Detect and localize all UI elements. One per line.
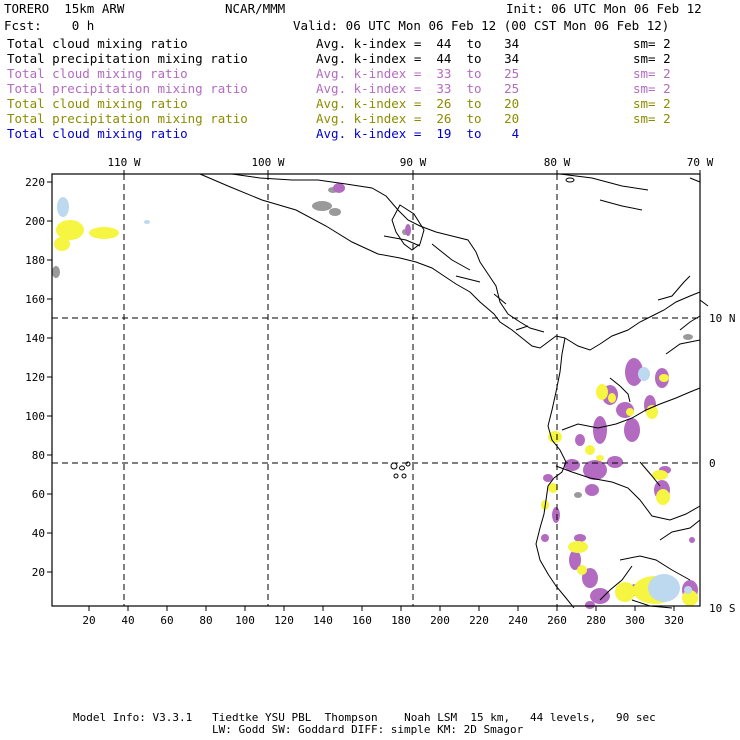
legend-kindex: Avg. k-index = 33 to 25 <box>316 81 520 96</box>
y-tick-label: 200 <box>25 215 45 228</box>
x-tick-label: 120 <box>274 614 294 627</box>
x-tick-label: 180 <box>391 614 411 627</box>
x-tick-label: 240 <box>508 614 528 627</box>
legend-row-2: Total precipitation mixing ratio Avg. k-… <box>7 51 737 66</box>
legend-field: Total cloud mixing ratio <box>7 96 188 111</box>
legend-kindex: Avg. k-index = 26 to 20 <box>316 111 520 126</box>
x-tick-label: 200 <box>430 614 450 627</box>
legend-field: Total precipitation mixing ratio <box>7 81 248 96</box>
forecast-hour: Fcst: 0 h <box>4 18 95 33</box>
x-tick-label: 220 <box>469 614 489 627</box>
init-time: Init: 06 UTC Mon 06 Feb 12 <box>506 1 702 16</box>
x-tick-label: 100 <box>235 614 255 627</box>
physics-info: LW: Godd SW: Goddard DIFF: simple KM: 2D… <box>212 723 524 736</box>
x-tick-label: 320 <box>664 614 684 627</box>
cloud-fields <box>52 183 698 609</box>
model-title: TORERO 15km ARW <box>4 1 125 16</box>
lat-label-0: 0 <box>709 457 716 470</box>
central-america-coast <box>199 173 566 349</box>
y-tick-label: 140 <box>25 332 45 345</box>
coastlines <box>199 173 709 609</box>
map-frame <box>51 173 701 607</box>
y-tick-label: 180 <box>25 254 45 267</box>
yucatan <box>391 204 425 251</box>
legend-field: Total cloud mixing ratio <box>7 66 188 81</box>
legend-row-4: Total precipitation mixing ratio Avg. k-… <box>7 81 737 96</box>
y-tick-label: 80 <box>32 449 45 462</box>
legend-row-6: Total precipitation mixing ratio Avg. k-… <box>7 111 737 126</box>
legend-smooth: sm= 2 <box>633 96 671 111</box>
y-ticks <box>47 181 52 573</box>
lon-label-110w: 110 W <box>107 156 140 169</box>
lon-label-80w: 80 W <box>544 156 571 169</box>
longitude-labels: 110 W 100 W 90 W 80 W 70 W <box>107 156 713 169</box>
x-tick-label: 280 <box>586 614 606 627</box>
lon-ticks <box>123 170 701 174</box>
y-tick-label: 40 <box>32 527 45 540</box>
legend-kindex: Avg. k-index = 44 to 34 <box>316 51 520 66</box>
lat-label-10n: 10 N <box>709 312 736 325</box>
legend-smooth: sm= 2 <box>633 36 671 51</box>
x-tick-label: 300 <box>625 614 645 627</box>
x-tick-label: 60 <box>160 614 173 627</box>
lon-label-70w: 70 W <box>687 156 714 169</box>
legend-smooth: sm= 2 <box>633 111 671 126</box>
x-tick-label: 20 <box>82 614 95 627</box>
legend-kindex: Avg. k-index = 33 to 25 <box>316 66 520 81</box>
legend-smooth: sm= 2 <box>633 66 671 81</box>
y-tick-label: 120 <box>25 371 45 384</box>
x-ticks <box>88 606 675 611</box>
x-tick-labels: 20 40 60 80 100 120 140 160 180 200 220 … <box>82 614 684 627</box>
legend-kindex: Avg. k-index = 19 to 4 <box>316 126 520 141</box>
legend-row-3: Total cloud mixing ratio Avg. k-index = … <box>7 66 737 81</box>
lon-label-90w: 90 W <box>400 156 427 169</box>
center-label: NCAR/MMM <box>225 1 286 16</box>
legend-row-1: Total cloud mixing ratio Avg. k-index = … <box>7 36 737 51</box>
y-tick-label: 220 <box>25 176 45 189</box>
legend-field: Total cloud mixing ratio <box>7 36 188 51</box>
south-america-coast <box>564 291 701 351</box>
legend-smooth: sm= 2 <box>633 81 671 96</box>
legend-smooth: sm= 2 <box>633 51 671 66</box>
x-tick-label: 40 <box>121 614 134 627</box>
y-tick-label: 100 <box>25 410 45 423</box>
caribbean-coast <box>231 173 545 333</box>
legend-field: Total precipitation mixing ratio <box>7 111 248 126</box>
x-tick-label: 160 <box>352 614 372 627</box>
latitude-labels: 10 N 0 10 S <box>709 312 736 615</box>
x-tick-label: 80 <box>199 614 212 627</box>
y-tick-label: 160 <box>25 293 45 306</box>
legend-row-7: Total cloud mixing ratio Avg. k-index = … <box>7 126 737 141</box>
lon-label-100w: 100 W <box>251 156 284 169</box>
lat-label-10s: 10 S <box>709 602 736 615</box>
forecast-map: 110 W 100 W 90 W 80 W 70 W 10 N 0 10 S <box>25 156 736 627</box>
legend-field: Total cloud mixing ratio <box>7 126 188 141</box>
galapagos-islands <box>390 461 411 479</box>
legend-kindex: Avg. k-index = 26 to 20 <box>316 96 520 111</box>
legend-kindex: Avg. k-index = 44 to 34 <box>316 36 520 51</box>
lat-lon-grid <box>52 174 700 606</box>
y-tick-label: 20 <box>32 566 45 579</box>
legend-row-5: Total cloud mixing ratio Avg. k-index = … <box>7 96 737 111</box>
valid-time: Valid: 06 UTC Mon 06 Feb 12 (00 CST Mon … <box>293 18 670 33</box>
y-tick-labels: 220 200 180 160 140 120 100 80 60 40 20 <box>25 176 45 579</box>
x-tick-label: 140 <box>313 614 333 627</box>
legend-field: Total precipitation mixing ratio <box>7 51 248 66</box>
x-tick-label: 260 <box>547 614 567 627</box>
y-tick-label: 60 <box>32 488 45 501</box>
model-info: Model Info: V3.3.1 Tiedtke YSU PBL Thomp… <box>73 711 656 724</box>
